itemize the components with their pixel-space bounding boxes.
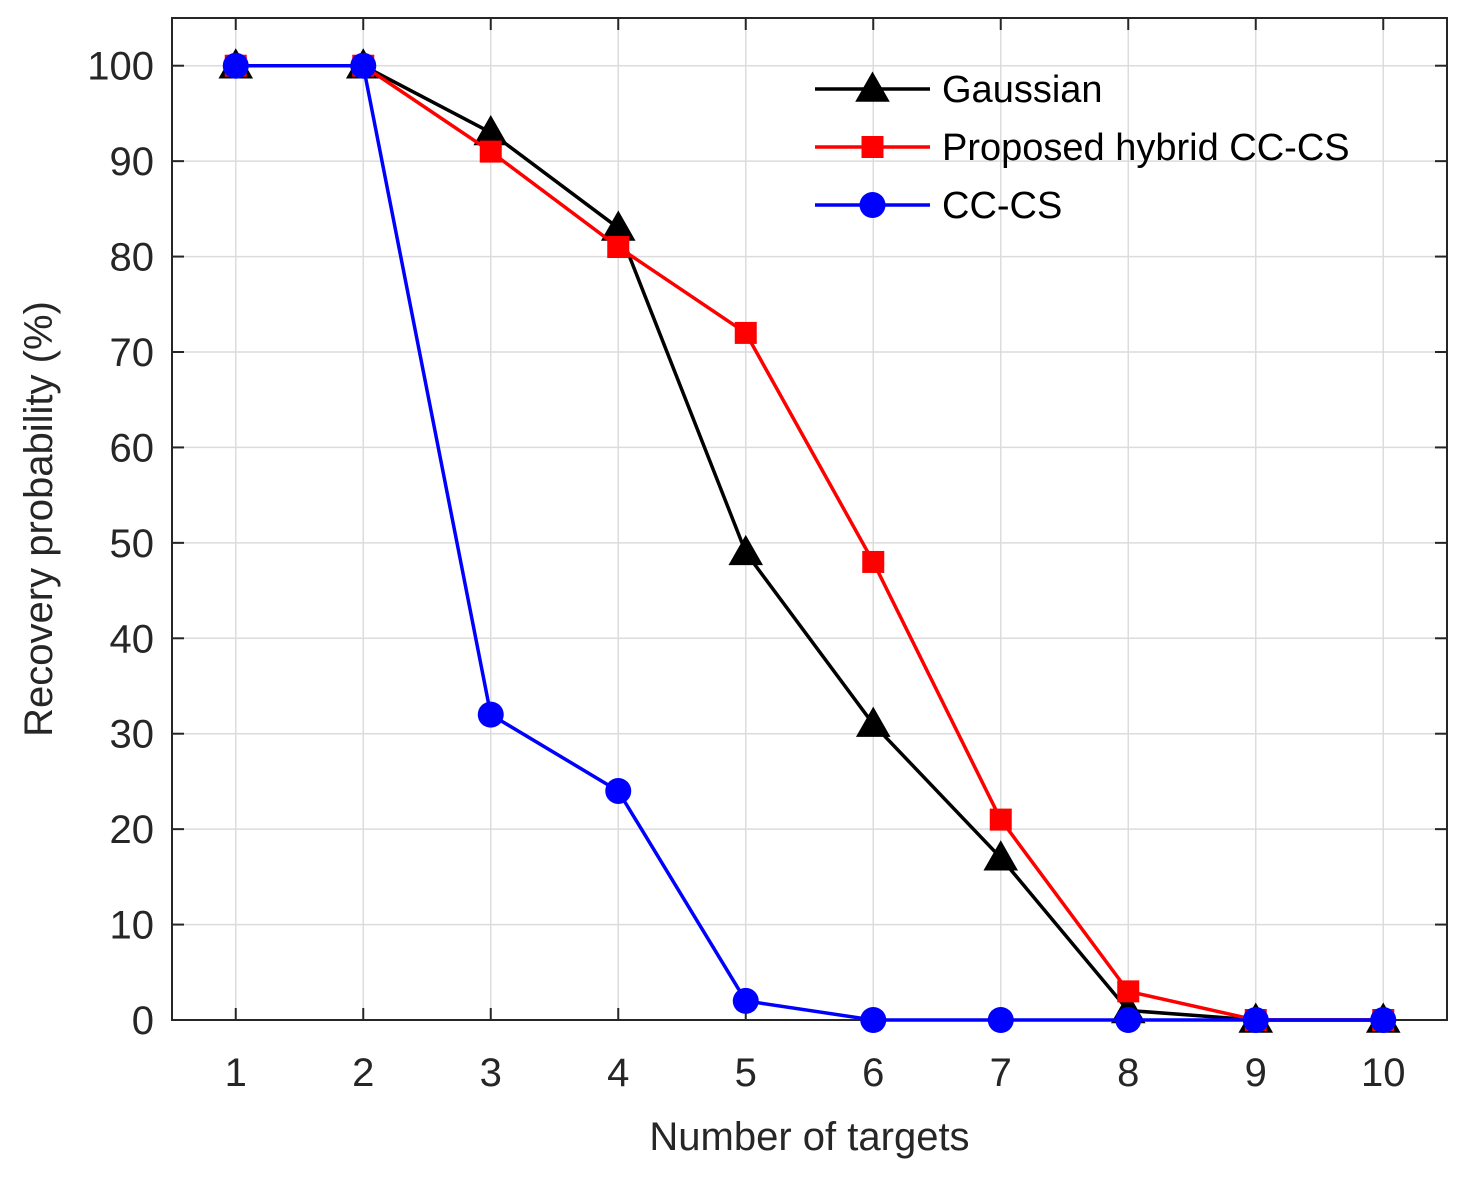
- legend: Gaussian Proposed hybrid CC-CS CC-CS: [815, 69, 1350, 227]
- data-point-gaussian: [983, 840, 1019, 871]
- y-tick-label: 0: [132, 999, 154, 1043]
- x-tick-label: 4: [607, 1051, 629, 1095]
- data-point-cc-cs: [1370, 1007, 1397, 1033]
- x-axis-label: Number of targets: [649, 1115, 969, 1159]
- legend-label-proposed-hybrid-cc-cs: Proposed hybrid CC-CS: [942, 127, 1350, 169]
- data-point-cc-cs: [350, 52, 377, 79]
- y-tick-label: 60: [110, 426, 155, 470]
- data-point-proposed-hybrid-cc-cs: [1117, 980, 1140, 1003]
- y-tick-label: 50: [110, 522, 155, 566]
- x-tick-label: 8: [1117, 1051, 1139, 1095]
- data-point-proposed-hybrid-cc-cs: [479, 140, 502, 163]
- series-line-proposed-hybrid-cc-cs: [235, 63, 1384, 1022]
- y-axis-label: Recovery probability (%): [17, 301, 61, 737]
- x-tick-label: 2: [352, 1051, 374, 1095]
- plot-area-frame: [171, 17, 1448, 1021]
- y-tick-label: 40: [110, 617, 155, 661]
- series-cc-cs: [222, 52, 1397, 1033]
- data-point-cc-cs: [477, 701, 504, 728]
- data-point-cc-cs: [732, 987, 759, 1014]
- y-tick-label: 80: [110, 236, 155, 280]
- legend-item-cc-cs: CC-CS: [815, 185, 1062, 227]
- y-tick-label: 100: [87, 45, 154, 89]
- legend-label-gaussian: Gaussian: [942, 69, 1103, 111]
- series-line-gaussian: [235, 63, 1384, 1022]
- series-line-cc-cs: [235, 63, 1384, 1022]
- data-point-proposed-hybrid-cc-cs: [734, 321, 757, 344]
- x-tick-label: 5: [735, 1051, 757, 1095]
- legend-item-gaussian: Gaussian: [815, 69, 1103, 111]
- y-tick-label: 30: [110, 713, 155, 757]
- y-tick-label: 10: [110, 904, 155, 948]
- series-layer: [218, 48, 1401, 1033]
- y-tick-label: 90: [110, 140, 155, 184]
- legend-marker-cc-cs: [859, 192, 886, 218]
- data-point-cc-cs: [1115, 1007, 1142, 1033]
- data-point-gaussian: [728, 534, 764, 566]
- legend-item-proposed-hybrid-cc-cs: Proposed hybrid CC-CS: [815, 127, 1350, 169]
- data-point-cc-cs: [987, 1007, 1014, 1033]
- legend-label-cc-cs: CC-CS: [942, 185, 1062, 227]
- data-point-cc-cs: [860, 1007, 887, 1033]
- x-tick-label: 10: [1361, 1051, 1406, 1095]
- data-point-proposed-hybrid-cc-cs: [607, 236, 630, 259]
- x-tick-label: 7: [990, 1051, 1012, 1095]
- x-tick-label: 9: [1245, 1051, 1267, 1095]
- data-point-cc-cs: [1242, 1007, 1269, 1033]
- x-tick-label: 3: [480, 1051, 502, 1095]
- data-point-proposed-hybrid-cc-cs: [862, 550, 885, 573]
- data-point-proposed-hybrid-cc-cs: [989, 808, 1012, 831]
- x-tick-label: 1: [225, 1051, 247, 1095]
- data-point-cc-cs: [605, 777, 632, 804]
- data-point-cc-cs: [222, 52, 249, 79]
- legend-marker-proposed-hybrid-cc-cs: [861, 136, 884, 158]
- data-point-gaussian: [855, 706, 891, 737]
- legend-marker-gaussian: [855, 71, 890, 102]
- y-tick-label: 20: [110, 808, 155, 852]
- y-tick-label: 70: [110, 331, 155, 375]
- x-tick-label: 6: [862, 1051, 884, 1095]
